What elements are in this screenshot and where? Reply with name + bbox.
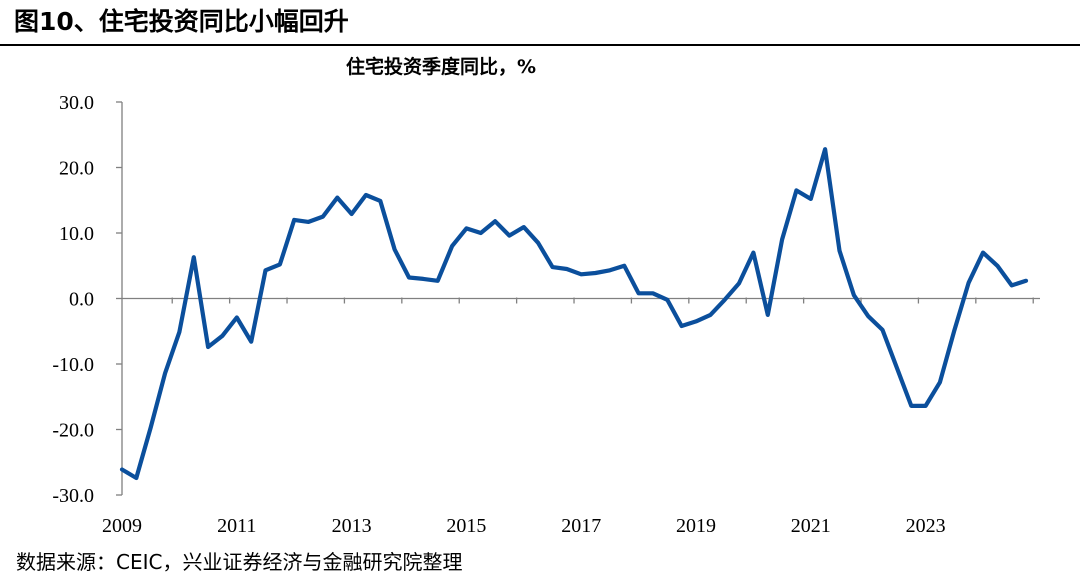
- title-rule: [0, 44, 1080, 46]
- y-tick-label: -20.0: [52, 420, 94, 442]
- x-tick-label: 2011: [217, 515, 256, 537]
- y-tick-label: -30.0: [52, 485, 94, 507]
- y-tick-label: 10.0: [59, 223, 94, 245]
- y-tick-label: 0.0: [69, 289, 94, 311]
- chart-title: 住宅投资季度同比，%: [346, 55, 536, 78]
- x-axis: 2009 2011 2013 2015 2017 2019 2021 2023: [102, 297, 1040, 537]
- source-note: 数据来源：CEIC，兴业证券经济与金融研究院整理: [16, 550, 463, 574]
- x-tick-label: 2015: [446, 515, 486, 537]
- y-tick-label: 30.0: [59, 92, 94, 114]
- x-tick-label: 2019: [676, 515, 716, 537]
- x-tick-label: 2023: [906, 515, 946, 537]
- x-tick-label: 2013: [332, 515, 372, 537]
- figure-title: 图10、住宅投资同比小幅回升: [14, 7, 349, 36]
- y-tick-label: -10.0: [52, 354, 94, 376]
- x-tick-label: 2017: [561, 515, 601, 537]
- series-line: [119, 147, 1029, 481]
- x-tick-label: 2021: [791, 515, 831, 537]
- x-tick-label: 2009: [102, 515, 142, 537]
- series-layer: [119, 147, 1029, 481]
- y-axis: 30.0 20.0 10.0 0.0 -10.0 -20.0 -30.0: [52, 92, 123, 507]
- y-tick-label: 20.0: [59, 158, 94, 180]
